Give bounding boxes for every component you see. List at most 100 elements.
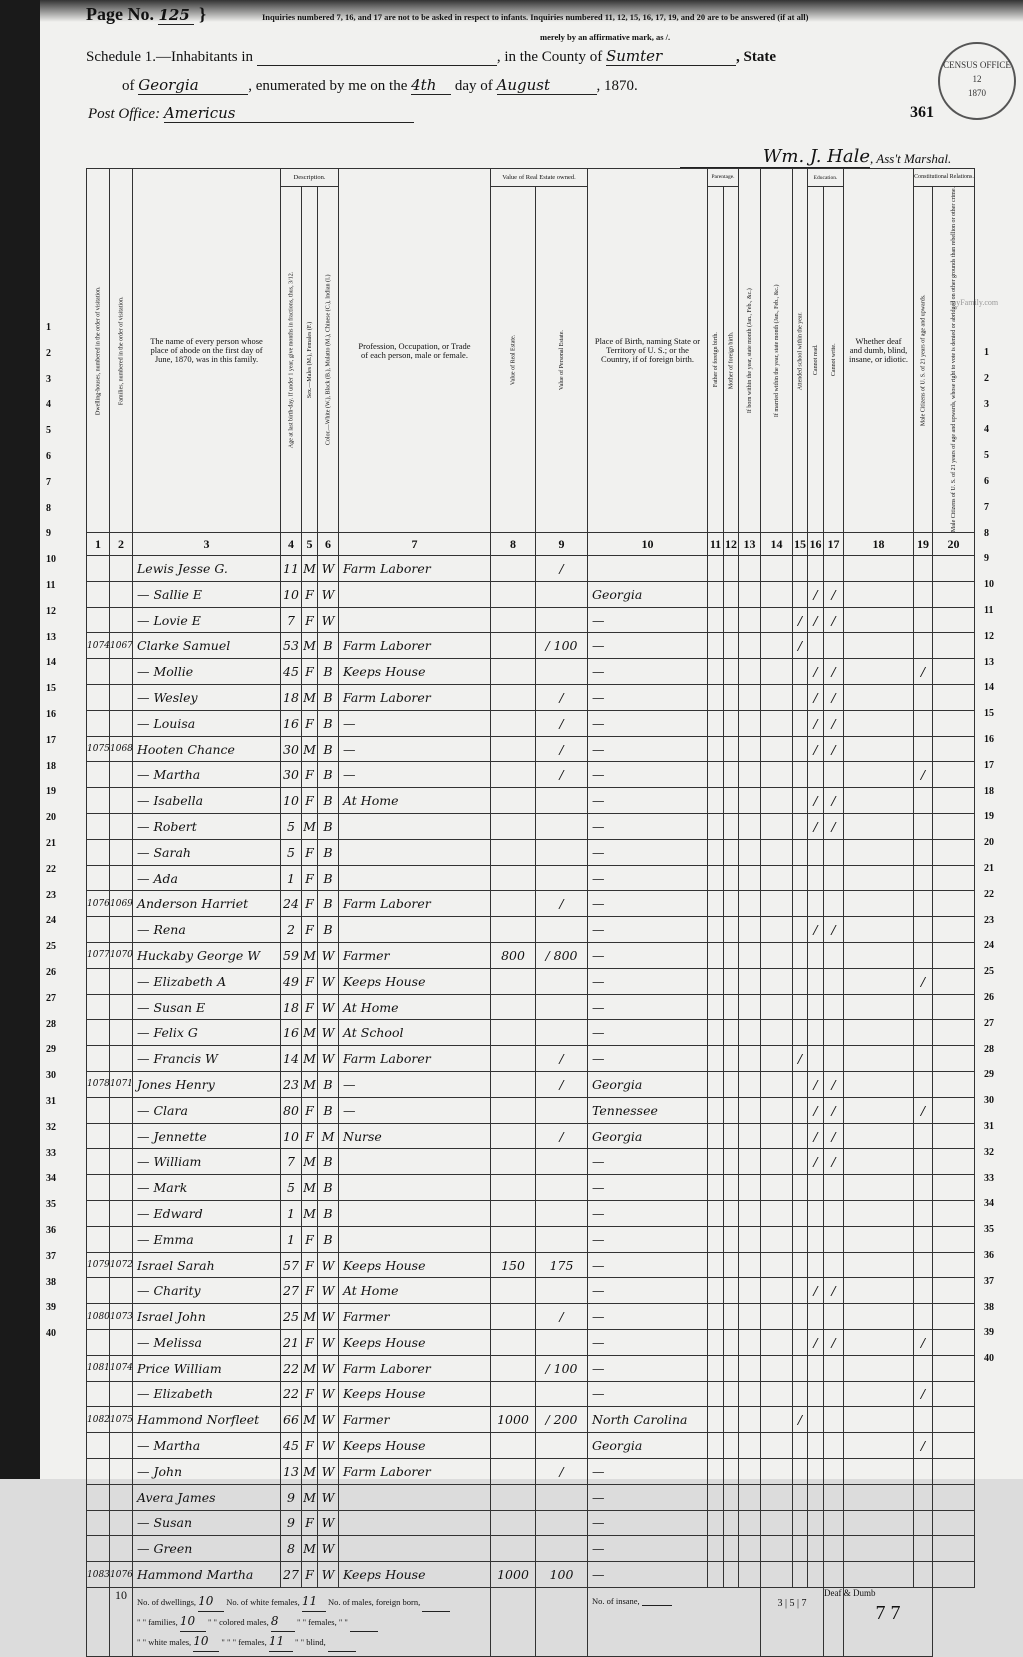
cannot-read	[807, 1457, 824, 1485]
male-citizen	[913, 1457, 933, 1485]
personal-estate-value	[535, 1200, 588, 1227]
father-foreign	[707, 864, 724, 892]
married-month	[760, 1457, 793, 1485]
personal-estate-value	[535, 967, 588, 995]
age: 7	[280, 1148, 302, 1176]
born-month	[738, 1561, 761, 1588]
column-number: 17	[823, 532, 844, 557]
father-foreign	[707, 1019, 724, 1047]
attended-school	[792, 684, 808, 711]
table-row: — Jennette 10 F M Nurse / Georgia / /	[86, 1122, 976, 1150]
cannot-write: /	[823, 684, 844, 711]
vote-denied	[931, 1483, 976, 1511]
birthplace: —	[587, 1483, 708, 1511]
mother-foreign	[723, 1483, 739, 1511]
real-estate-value	[490, 1277, 536, 1305]
birthplace: —	[587, 967, 708, 995]
disability	[843, 555, 914, 582]
sex: F	[301, 1277, 318, 1305]
cannot-read	[807, 993, 824, 1021]
dwelling-number	[86, 1019, 110, 1047]
sex: M	[301, 735, 318, 763]
sex: M	[301, 1200, 318, 1227]
occupation: Nurse	[338, 1122, 491, 1150]
col-name-header: The name of every person whose place of …	[132, 167, 281, 534]
real-estate-value	[490, 967, 536, 995]
mother-foreign	[723, 735, 739, 763]
cannot-read: /	[807, 709, 824, 737]
father-foreign	[707, 1329, 724, 1356]
disability	[843, 916, 914, 944]
cannot-write	[823, 1251, 844, 1279]
mother-foreign	[723, 967, 739, 995]
line-number: 28	[46, 1018, 56, 1030]
male-citizen	[913, 1354, 933, 1382]
dwelling-number: 1074	[86, 632, 110, 660]
married-month	[760, 709, 793, 737]
line-number: 39	[46, 1302, 56, 1314]
father-foreign	[707, 684, 724, 711]
father-foreign	[707, 1174, 724, 1202]
cannot-write	[823, 1200, 844, 1227]
birthplace: —	[587, 1509, 708, 1537]
attended-school	[792, 761, 808, 789]
cannot-write	[823, 993, 844, 1021]
insane-label: No. of insane,	[592, 1595, 640, 1606]
father-foreign	[707, 1200, 724, 1227]
born-month	[738, 838, 761, 866]
father-foreign	[707, 1045, 724, 1073]
cannot-read	[807, 1045, 824, 1073]
line-number-right: 15	[984, 708, 994, 720]
cannot-read	[807, 1432, 824, 1459]
column-number: 14	[760, 532, 793, 557]
birthplace: —	[587, 1174, 708, 1202]
dwelling-number	[86, 1509, 110, 1537]
cannot-write	[823, 838, 844, 866]
mother-foreign	[723, 761, 739, 789]
vote-denied	[931, 1561, 976, 1588]
age: 49	[280, 967, 302, 995]
mother-foreign	[723, 1406, 739, 1434]
sex: M	[301, 1535, 318, 1563]
line-number-right: 27	[984, 1017, 994, 1029]
sheet-number: 361	[910, 104, 934, 121]
occupation: Keeps House	[338, 1561, 491, 1588]
cannot-read: /	[807, 787, 824, 815]
column-number: 1	[86, 532, 110, 557]
line-number-right: 13	[984, 656, 994, 668]
birthplace: —	[587, 993, 708, 1021]
person-name: Avera James	[132, 1483, 281, 1511]
person-name: — Melissa	[132, 1329, 281, 1356]
attended-school: /	[792, 1406, 808, 1434]
col-age-header: Age at last birth-day. If under 1 year, …	[280, 186, 302, 533]
white-males-count: 10	[193, 1632, 220, 1652]
color: W	[317, 1329, 339, 1356]
vote-denied	[931, 967, 976, 995]
table-row: 1076 1069 Anderson Harriet 24 F B Farm Laborer…	[86, 890, 976, 918]
disability	[843, 1380, 914, 1408]
line-number: 38	[46, 1276, 56, 1288]
real-estate-value	[490, 1329, 536, 1356]
cannot-write	[823, 1225, 844, 1253]
sex: F	[301, 787, 318, 815]
vote-denied	[931, 838, 976, 866]
line-number-right: 3	[984, 398, 989, 410]
married-month	[760, 1148, 793, 1176]
birthplace: —	[587, 1380, 708, 1408]
cannot-read	[807, 1380, 824, 1408]
line-number-right: 14	[984, 682, 994, 694]
cannot-read: /	[807, 580, 824, 608]
age: 24	[280, 890, 302, 918]
male-citizen	[913, 709, 933, 737]
color: B	[317, 632, 339, 660]
attended-school	[792, 993, 808, 1021]
married-month	[760, 1225, 793, 1253]
male-citizen	[913, 813, 933, 840]
family-number	[109, 1225, 133, 1253]
sex: M	[301, 1406, 318, 1434]
mother-foreign	[723, 658, 739, 686]
color: B	[317, 916, 339, 944]
column-number-row: 1 2 3 4 5 6 7 8 9 10 11 12 13 14 15 16 17 18 19 20	[86, 532, 976, 557]
born-month	[738, 1457, 761, 1485]
table-row: — Green 8 M W —	[86, 1535, 976, 1563]
